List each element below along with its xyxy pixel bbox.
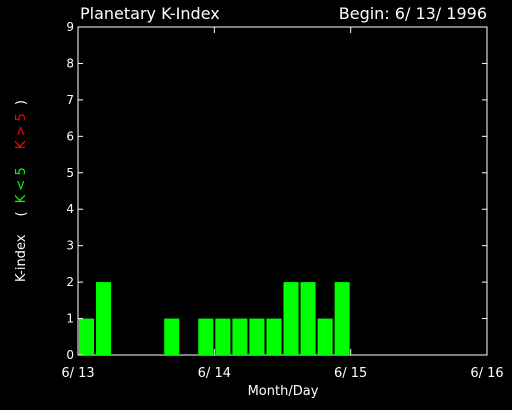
y-tick-label-7: 7 (66, 93, 74, 107)
x-tick-label-1: 6/ 14 (198, 366, 231, 381)
x-tick-label-0: 6/ 13 (61, 366, 94, 381)
bar-5 (164, 318, 180, 355)
bar-9 (232, 318, 248, 355)
y-axis-label-high: K > 5 (14, 113, 29, 149)
bar-15 (334, 282, 350, 355)
bar-10 (249, 318, 265, 355)
y-axis-label-prefix: K-index (14, 234, 29, 282)
y-tick-label-1: 1 (66, 312, 74, 326)
y-tick-label-5: 5 (66, 166, 74, 180)
y-tick-label-0: 0 (66, 348, 74, 362)
x-axis: 6/ 13 6/ 14 6/ 15 6/ 16 (61, 27, 504, 381)
bar-1 (96, 282, 112, 355)
x-tick-label-2: 6/ 15 (334, 366, 367, 381)
bar-13 (300, 282, 316, 355)
bars-group (79, 282, 350, 355)
y-tick-label-8: 8 (66, 56, 74, 70)
y-axis-label-close: ) (14, 100, 29, 105)
x-tick-label-3: 6/ 16 (470, 366, 503, 381)
y-tick-label-9: 9 (66, 20, 74, 34)
y-axis-label: K-index ( K < 5 K > 5 ) (14, 100, 29, 282)
x-axis-label: Month/Day (248, 384, 319, 399)
bar-14 (317, 318, 333, 355)
bar-7 (198, 318, 214, 355)
chart-title: Planetary K-Index (80, 4, 220, 23)
bar-8 (215, 318, 231, 355)
y-tick-label-4: 4 (66, 202, 74, 216)
y-tick-label-6: 6 (66, 129, 74, 143)
y-axis-label-open: ( (14, 211, 29, 216)
plot-frame (77, 26, 488, 356)
bar-12 (283, 282, 299, 355)
begin-date-label: Begin: 6/ 13/ 1996 (339, 4, 487, 23)
y-axis-label-low: K < 5 (14, 167, 29, 203)
bar-0 (79, 318, 95, 355)
bar-11 (266, 318, 282, 355)
y-tick-label-2: 2 (66, 275, 74, 289)
y-axis: 0 1 2 3 4 5 6 7 8 9 (66, 20, 487, 362)
y-tick-label-3: 3 (66, 239, 74, 253)
